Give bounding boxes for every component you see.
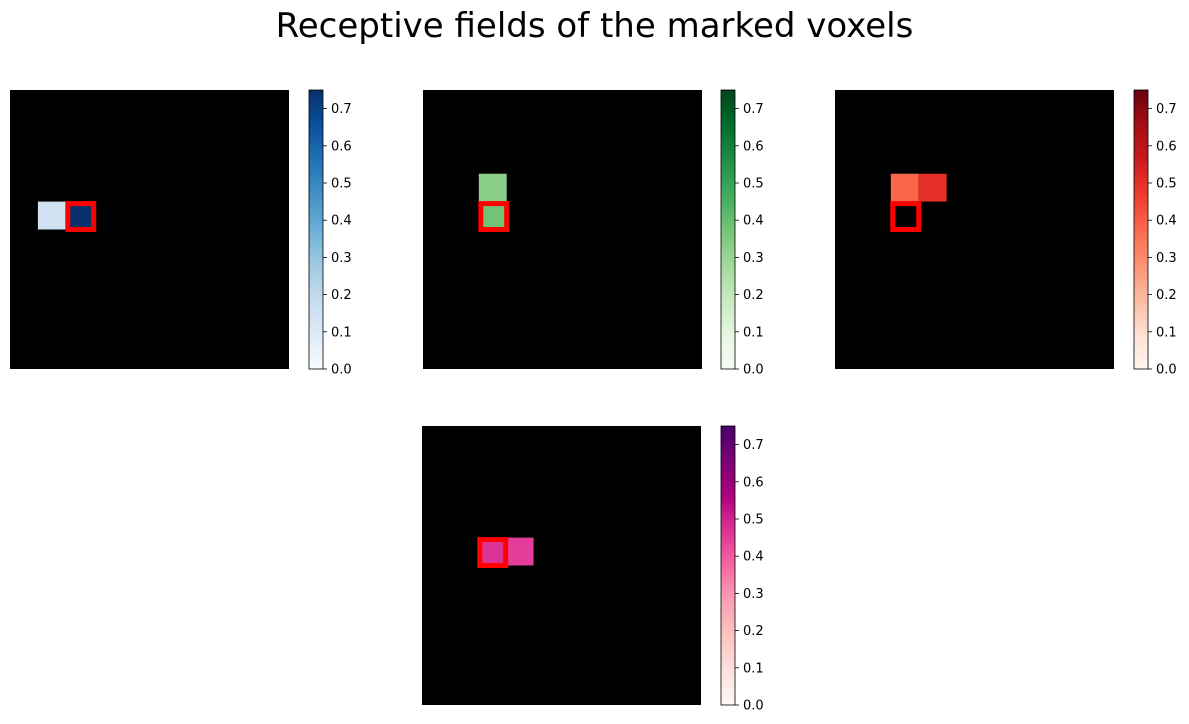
colorbar-tick-label: 0.3 [331, 251, 352, 266]
colorbar-tick-label: 0.5 [743, 513, 764, 528]
colorbar-tick-label: 0.0 [743, 699, 764, 714]
colorbar-tick-label: 0.2 [743, 624, 764, 639]
heatmap-cell [478, 201, 507, 230]
heatmap-cell [890, 173, 919, 202]
colorbar-tick-label: 0.7 [743, 438, 764, 453]
figure-title: Receptive fields of the marked voxels [275, 6, 914, 46]
colorbar-4: 0.0 0.1 0.2 0.3 0.4 0.5 0.6 0.7 [720, 425, 764, 714]
heatmap-cell [918, 173, 947, 202]
colorbar-gradient [1133, 89, 1149, 370]
marked-voxel-outline [890, 201, 922, 233]
heatmap-background [423, 90, 702, 369]
colorbar-tick-label: 0.2 [743, 288, 764, 303]
heatmap-cell [505, 537, 534, 566]
colorbar-gradient [308, 89, 324, 370]
colorbar-tick-label: 0.2 [1156, 288, 1177, 303]
marked-voxel-outline [478, 201, 510, 233]
colorbar-gradient [720, 425, 736, 706]
colorbar-tick-label: 0.6 [1156, 139, 1177, 154]
colorbar-tick-label: 0.3 [743, 251, 764, 266]
heatmap-cell [37, 201, 66, 230]
colorbar-tick-label: 0.6 [331, 139, 352, 154]
colorbar-tick-label: 0.4 [1156, 214, 1177, 229]
colorbar-tick-label: 0.1 [743, 325, 764, 340]
colorbar-tick-label: 0.1 [1156, 325, 1177, 340]
heatmap-cell [478, 173, 507, 202]
colorbar-3: 0.0 0.1 0.2 0.3 0.4 0.5 0.6 0.7 [1133, 89, 1177, 378]
heatmap-background [422, 426, 701, 705]
heatmap-cell [890, 201, 919, 230]
heatmap-panel-3 [835, 90, 1114, 369]
heatmap-cell [477, 537, 506, 566]
colorbar-tick-label: 0.3 [1156, 251, 1177, 266]
colorbar-tick-label: 0.4 [743, 214, 764, 229]
colorbar-tick-label: 0.0 [331, 363, 352, 378]
colorbar-tick-label: 0.1 [331, 325, 352, 340]
heatmap-panel-2 [423, 90, 702, 369]
heatmap-panel-4 [422, 426, 701, 705]
colorbar-tick-label: 0.5 [331, 177, 352, 192]
colorbar-tick-label: 0.4 [331, 214, 352, 229]
colorbar-tick-label: 0.4 [743, 550, 764, 565]
marked-voxel-outline [65, 201, 97, 233]
heatmap-panel-1 [10, 90, 289, 369]
colorbar-tick-label: 0.7 [1156, 102, 1177, 117]
marked-voxel-outline [477, 537, 509, 568]
colorbar-tick-label: 0.3 [743, 587, 764, 602]
heatmap-cell [65, 201, 94, 230]
colorbar-tick-label: 0.5 [743, 177, 764, 192]
colorbar-tick-label: 0.0 [1156, 363, 1177, 378]
colorbar-1: 0.0 0.1 0.2 0.3 0.4 0.5 0.6 0.7 [308, 89, 352, 378]
colorbar-tick-label: 0.5 [1156, 177, 1177, 192]
colorbar-tick-label: 0.0 [743, 363, 764, 378]
colorbar-tick-label: 0.6 [743, 139, 764, 154]
heatmap-background [835, 90, 1114, 369]
colorbar-tick-label: 0.7 [331, 102, 352, 117]
colorbar-tick-label: 0.2 [331, 288, 352, 303]
colorbar-tick-label: 0.7 [743, 102, 764, 117]
colorbar-tick-label: 0.1 [743, 661, 764, 676]
colorbar-gradient [720, 89, 736, 370]
colorbar-2: 0.0 0.1 0.2 0.3 0.4 0.5 0.6 0.7 [720, 89, 764, 378]
colorbar-tick-label: 0.6 [743, 475, 764, 490]
